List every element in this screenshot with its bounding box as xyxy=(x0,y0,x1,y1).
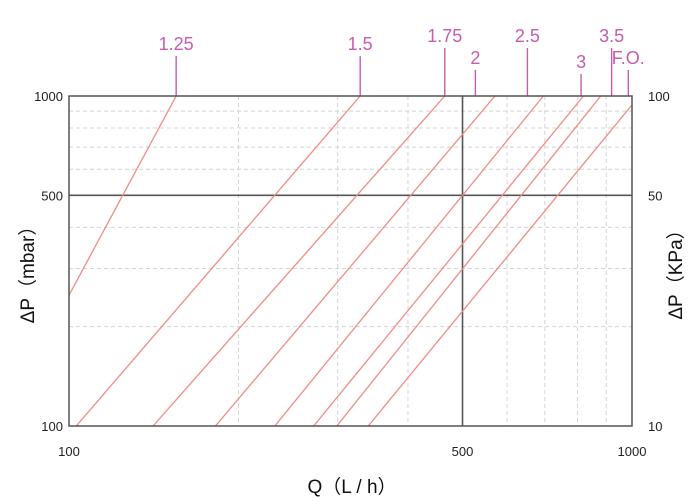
x-axis-title: Q（L / h） xyxy=(307,476,396,498)
y-right-tick-label-1: 50 xyxy=(648,188,662,203)
x-tick-label-2: 1000 xyxy=(618,444,647,459)
series-line-1 xyxy=(75,96,361,426)
y-tick-label-2: 1000 xyxy=(34,89,63,104)
series-line-2 xyxy=(152,96,446,426)
series-label-2: 1.75 xyxy=(427,26,462,46)
major-grid xyxy=(69,96,632,426)
minor-grid xyxy=(69,96,632,426)
series-label-4: 2.5 xyxy=(515,26,540,46)
x-tick-label-1: 500 xyxy=(452,444,474,459)
y-right-tick-label-0: 10 xyxy=(648,419,662,434)
series-label-6: 3.5 xyxy=(599,26,624,46)
series-label-7: F.O. xyxy=(612,48,645,68)
series-label-0: 1.25 xyxy=(159,34,194,54)
series-label-5: 3 xyxy=(576,52,586,72)
x-tick-label-0: 100 xyxy=(58,444,80,459)
series-line-4 xyxy=(274,96,544,426)
series-line-7 xyxy=(367,104,632,426)
series-line-6 xyxy=(336,96,602,426)
series-label-1: 1.5 xyxy=(348,34,373,54)
series-line-3 xyxy=(214,96,496,426)
y-tick-label-0: 100 xyxy=(41,419,63,434)
series-line-5 xyxy=(313,96,584,426)
series-line-0 xyxy=(69,96,177,297)
y-axis-title-right: ΔP（KPa） xyxy=(665,220,687,319)
y-axis-title: ΔP（mbar） xyxy=(17,217,39,324)
y-tick-label-1: 500 xyxy=(41,188,63,203)
plot-frame xyxy=(68,95,633,427)
series-labels: 1.25 1.5 1.75 2 2.5 3 3.5F.O. xyxy=(159,26,645,96)
y-right-tick-label-2: 100 xyxy=(648,89,670,104)
series-label-3: 2 xyxy=(470,48,480,68)
series-lines xyxy=(69,96,632,426)
